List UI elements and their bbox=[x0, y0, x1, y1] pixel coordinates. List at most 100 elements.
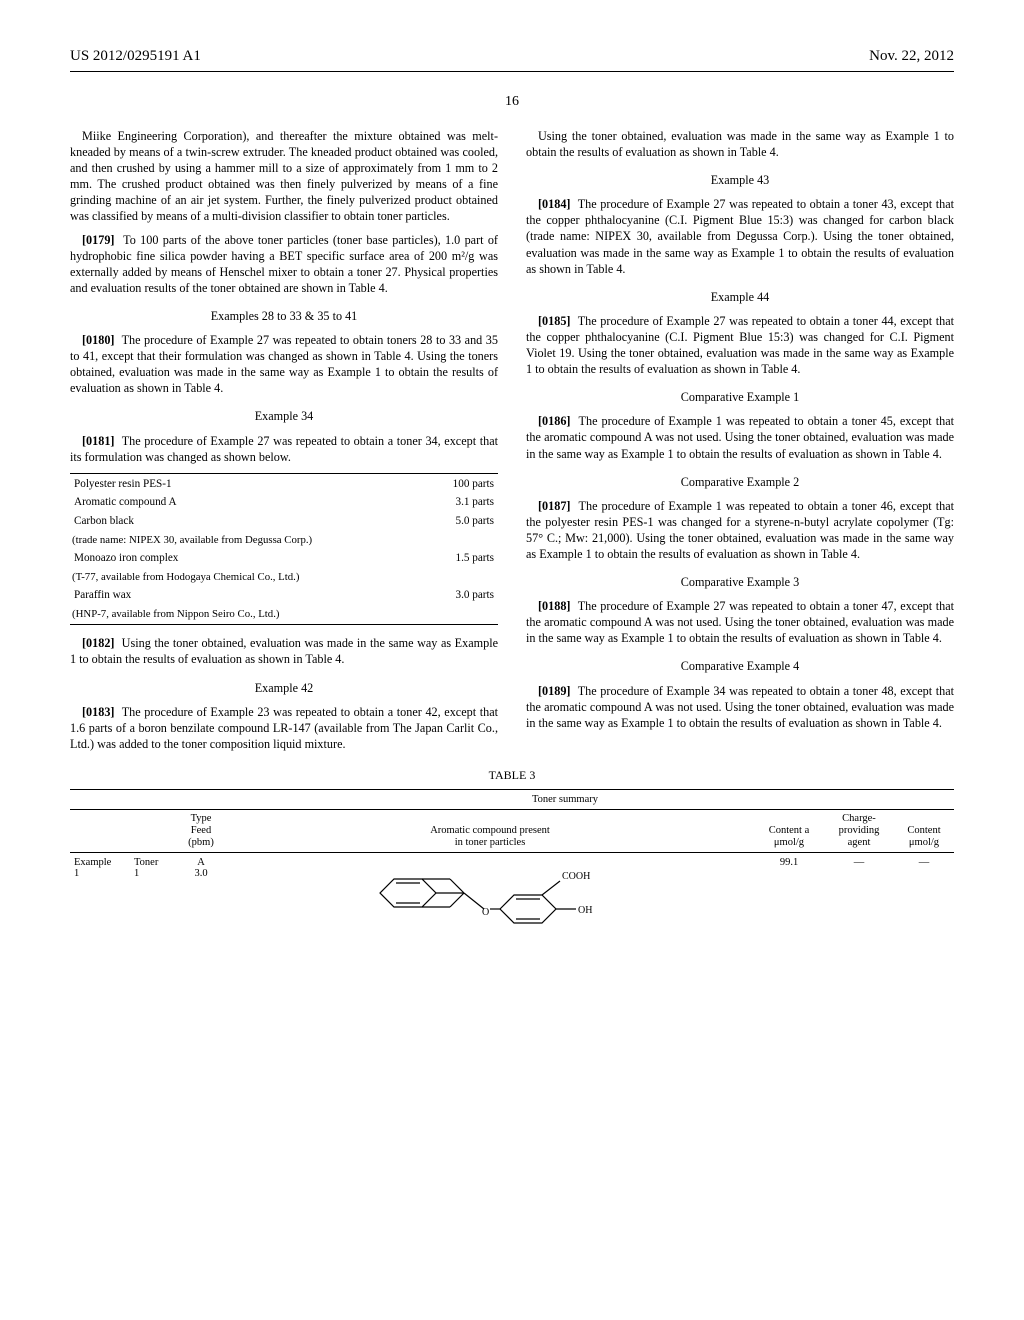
table3-wrap: TABLE 3 Toner summary Type Feed (pbm) Ar… bbox=[70, 768, 954, 942]
table-row: Aromatic compound A 3.1 parts bbox=[72, 494, 496, 511]
paragraph-number: [0181] bbox=[82, 434, 115, 448]
table3-h-c2 bbox=[130, 809, 176, 852]
patent-number: US 2012/0295191 A1 bbox=[70, 48, 201, 65]
table3-h-c1 bbox=[70, 809, 130, 852]
table3-caption: TABLE 3 bbox=[70, 768, 954, 783]
table3-h-c6-text: Charge- providing agent bbox=[839, 813, 880, 848]
chemical-structure-icon: O COOH OH bbox=[360, 857, 620, 935]
table3-h-c3-text: Type Feed (pbm) bbox=[188, 813, 214, 848]
table3: Toner summary Type Feed (pbm) Aromatic c… bbox=[70, 789, 954, 942]
ingredient-sub: (T-77, available from Hodogaya Chemical … bbox=[72, 569, 409, 585]
paragraph-text: The procedure of Example 27 was repeated… bbox=[70, 434, 498, 464]
table3-header-row: Type Feed (pbm) Aromatic compound presen… bbox=[70, 809, 954, 852]
paragraph-number: [0183] bbox=[82, 705, 115, 719]
paragraph-number: [0179] bbox=[82, 233, 115, 247]
table3-c6: — bbox=[824, 853, 894, 943]
example-heading: Example 43 bbox=[526, 172, 954, 188]
example-heading: Comparative Example 2 bbox=[526, 474, 954, 490]
chem-cooh-label: COOH bbox=[562, 871, 590, 882]
table-row: (T-77, available from Hodogaya Chemical … bbox=[72, 569, 496, 585]
paragraph-text: The procedure of Example 23 was repeated… bbox=[70, 705, 498, 751]
ingredient-name: Carbon black bbox=[72, 513, 409, 530]
table3-h-c5: Content a μmol/g bbox=[754, 809, 824, 852]
ingredient-sub: (trade name: NIPEX 30, available from De… bbox=[72, 532, 409, 548]
ingredient-sub: (HNP-7, available from Nippon Seiro Co.,… bbox=[72, 606, 409, 622]
table3-h-c4-text: Aromatic compound present in toner parti… bbox=[430, 825, 550, 848]
paragraph-text: Using the toner obtained, evaluation was… bbox=[70, 636, 498, 666]
chem-oh-label: OH bbox=[578, 905, 592, 916]
page-number: 16 bbox=[70, 94, 954, 110]
paragraph: [0185] The procedure of Example 27 was r… bbox=[526, 313, 954, 377]
example-heading: Comparative Example 4 bbox=[526, 658, 954, 674]
ingredient-name: Polyester resin PES-1 bbox=[72, 476, 409, 493]
chem-o-label: O bbox=[482, 907, 489, 918]
paragraph-text: The procedure of Example 1 was repeated … bbox=[526, 499, 954, 561]
ingredient-amount: 3.1 parts bbox=[411, 494, 496, 511]
ingredient-name: Aromatic compound A bbox=[72, 494, 409, 511]
body-columns: Miike Engineering Corporation), and ther… bbox=[70, 128, 954, 752]
paragraph-number: [0189] bbox=[538, 684, 571, 698]
paragraph-number: [0182] bbox=[82, 636, 115, 650]
paragraph: Miike Engineering Corporation), and ther… bbox=[70, 128, 498, 225]
table-row: Paraffin wax 3.0 parts bbox=[72, 587, 496, 604]
paragraph-number: [0187] bbox=[538, 499, 571, 513]
table-row: (HNP-7, available from Nippon Seiro Co.,… bbox=[72, 606, 496, 622]
table3-c7: — bbox=[894, 853, 954, 943]
paragraph: Using the toner obtained, evaluation was… bbox=[526, 128, 954, 160]
ingredient-name: Paraffin wax bbox=[72, 587, 409, 604]
paragraph-number: [0180] bbox=[82, 333, 115, 347]
paragraph-text: To 100 parts of the above toner particle… bbox=[70, 233, 498, 295]
example-heading: Example 34 bbox=[70, 408, 498, 424]
table3-header-top: Toner summary bbox=[70, 789, 954, 809]
paragraph-text: The procedure of Example 27 was repeated… bbox=[526, 314, 954, 376]
paragraph-text: The procedure of Example 34 was repeated… bbox=[526, 684, 954, 730]
table3-h-c7: Content μmol/g bbox=[894, 809, 954, 852]
table-row: (trade name: NIPEX 30, available from De… bbox=[72, 532, 496, 548]
example-heading: Example 42 bbox=[70, 680, 498, 696]
table3-row: Example 1 Toner 1 A 3.0 bbox=[70, 853, 954, 943]
table-row: Monoazo iron complex 1.5 parts bbox=[72, 550, 496, 567]
formulation-table: Polyester resin PES-1 100 parts Aromatic… bbox=[70, 473, 498, 626]
paragraph-text: The procedure of Example 27 was repeated… bbox=[70, 333, 498, 395]
table3-h-c7-text: Content μmol/g bbox=[907, 825, 940, 848]
example-heading: Example 44 bbox=[526, 289, 954, 305]
example-heading: Comparative Example 1 bbox=[526, 389, 954, 405]
paragraph-number: [0185] bbox=[538, 314, 571, 328]
table3-c5: 99.1 bbox=[754, 853, 824, 943]
ingredient-amount: 5.0 parts bbox=[411, 513, 496, 530]
example-heading: Comparative Example 3 bbox=[526, 574, 954, 590]
table3-c1: Example 1 bbox=[70, 853, 130, 943]
table3-h-c3: Type Feed (pbm) bbox=[176, 809, 226, 852]
ingredient-amount: 3.0 parts bbox=[411, 587, 496, 604]
publication-date: Nov. 22, 2012 bbox=[869, 48, 954, 65]
paragraph: [0189] The procedure of Example 34 was r… bbox=[526, 683, 954, 731]
paragraph: [0187] The procedure of Example 1 was re… bbox=[526, 498, 954, 562]
paragraph: [0188] The procedure of Example 27 was r… bbox=[526, 598, 954, 646]
table3-h-c6: Charge- providing agent bbox=[824, 809, 894, 852]
ingredient-amount: 100 parts bbox=[411, 476, 496, 493]
table3-h-c5-text: Content a μmol/g bbox=[769, 825, 810, 848]
paragraph-text: The procedure of Example 27 was repeated… bbox=[526, 197, 954, 275]
table3-c4-chem: O COOH OH bbox=[226, 853, 754, 943]
example-heading: Examples 28 to 33 & 35 to 41 bbox=[70, 308, 498, 324]
ingredient-name: Monoazo iron complex bbox=[72, 550, 409, 567]
header-rule bbox=[70, 71, 954, 72]
table3-h-c4: Aromatic compound present in toner parti… bbox=[226, 809, 754, 852]
paragraph: [0183] The procedure of Example 23 was r… bbox=[70, 704, 498, 752]
paragraph-number: [0188] bbox=[538, 599, 571, 613]
table3-c3: A 3.0 bbox=[176, 853, 226, 943]
ingredient-amount: 1.5 parts bbox=[411, 550, 496, 567]
paragraph: [0182] Using the toner obtained, evaluat… bbox=[70, 635, 498, 667]
table-row: Carbon black 5.0 parts bbox=[72, 513, 496, 530]
page-header: US 2012/0295191 A1 Nov. 22, 2012 bbox=[70, 48, 954, 65]
table3-c2: Toner 1 bbox=[130, 853, 176, 943]
paragraph-text: The procedure of Example 1 was repeated … bbox=[526, 414, 954, 460]
paragraph: [0180] The procedure of Example 27 was r… bbox=[70, 332, 498, 396]
paragraph-text: The procedure of Example 27 was repeated… bbox=[526, 599, 954, 645]
table-row: Polyester resin PES-1 100 parts bbox=[72, 476, 496, 493]
table3-top-header: Toner summary bbox=[176, 789, 954, 809]
paragraph: [0179] To 100 parts of the above toner p… bbox=[70, 232, 498, 296]
paragraph-number: [0186] bbox=[538, 414, 571, 428]
paragraph: [0181] The procedure of Example 27 was r… bbox=[70, 433, 498, 465]
paragraph: [0184] The procedure of Example 27 was r… bbox=[526, 196, 954, 276]
